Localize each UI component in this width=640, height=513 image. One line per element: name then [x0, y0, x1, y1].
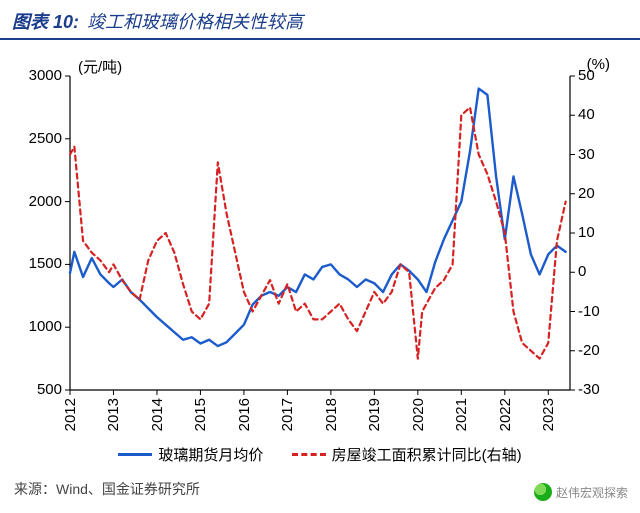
legend: 玻璃期货月均价 房屋竣工面积累计同比(右轴)	[0, 443, 640, 465]
legend-swatch-1	[118, 453, 152, 456]
watermark-text: 赵伟宏观探索	[556, 484, 628, 501]
wechat-icon	[534, 483, 552, 501]
legend-item-1: 玻璃期货月均价	[118, 444, 263, 465]
plot-svg	[0, 0, 640, 513]
legend-item-2: 房屋竣工面积累计同比(右轴)	[292, 444, 522, 465]
chart-figure: 图表 10: 竣工和玻璃价格相关性较高 (元/吨) (%) 5001000150…	[0, 0, 640, 513]
series-line	[70, 89, 566, 346]
source-text: 来源：Wind、国金证券研究所	[14, 479, 200, 499]
watermark: 赵伟宏观探索	[534, 483, 628, 501]
legend-swatch-2	[292, 453, 326, 456]
series-line	[70, 107, 566, 358]
legend-label-1: 玻璃期货月均价	[158, 444, 263, 465]
legend-label-2: 房屋竣工面积累计同比(右轴)	[332, 444, 522, 465]
